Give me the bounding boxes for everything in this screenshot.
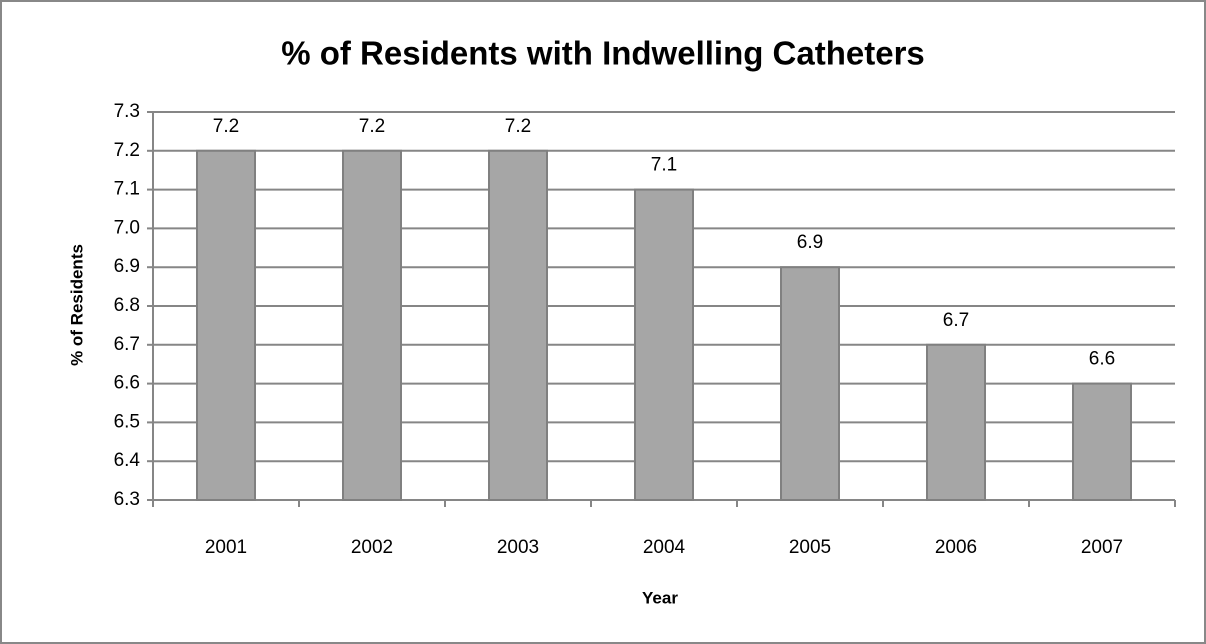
y-tick-label: 6.5 [114, 411, 140, 432]
y-tick-label: 7.1 [114, 179, 140, 200]
y-tick-label: 6.7 [114, 334, 140, 355]
x-tick-label: 2004 [643, 537, 686, 558]
x-tick-label: 2006 [935, 537, 977, 558]
y-tick-label: 7.2 [114, 140, 140, 161]
x-axis-label: Year [642, 588, 678, 607]
bar [926, 343, 986, 501]
y-tick-label: 6.4 [114, 450, 141, 471]
y-tick-label: 6.6 [114, 373, 140, 394]
bar [196, 149, 256, 502]
data-label: 7.2 [359, 116, 385, 137]
bar [342, 149, 402, 502]
x-tick-label: 2001 [205, 537, 247, 558]
y-tick-label: 6.3 [114, 489, 140, 510]
y-tick-label: 6.9 [114, 256, 140, 277]
data-label: 6.7 [943, 310, 969, 331]
x-tick-label: 2007 [1081, 537, 1123, 558]
bar [780, 266, 840, 502]
chart-title: % of Residents with Indwelling Catheters [281, 35, 925, 72]
y-axis-label: % of Residents [67, 244, 86, 366]
data-label: 7.2 [505, 116, 531, 137]
data-label: 7.1 [651, 155, 677, 176]
y-tick-label: 7.0 [114, 217, 140, 238]
bar [1072, 382, 1132, 502]
x-tick-label: 2005 [789, 537, 831, 558]
x-tick-label: 2002 [351, 537, 393, 558]
y-tick-label: 6.8 [114, 295, 140, 316]
bar [634, 188, 694, 501]
bar [488, 149, 548, 502]
y-tick-label: 7.3 [114, 101, 140, 122]
data-label: 7.2 [213, 116, 239, 137]
x-tick-label: 2003 [497, 537, 539, 558]
data-label: 6.6 [1089, 349, 1115, 370]
data-label: 6.9 [797, 232, 823, 253]
